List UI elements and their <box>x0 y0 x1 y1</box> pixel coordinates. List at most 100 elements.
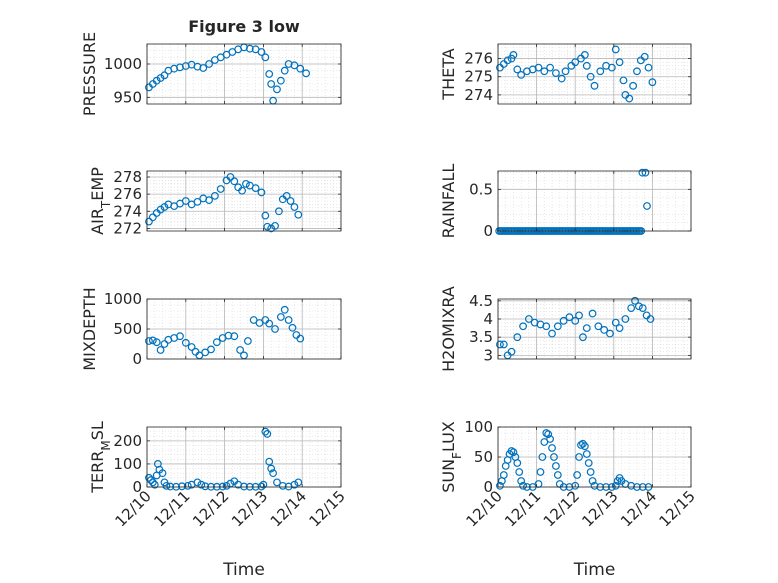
x-tick-label: 12/15 <box>306 487 349 530</box>
subplot-rainfall: 0 0.5 RAINFALL <box>439 164 692 240</box>
data-point <box>261 53 270 62</box>
y-tick-label: 200 <box>113 432 142 450</box>
data-point <box>509 51 518 59</box>
data-point <box>273 478 281 487</box>
data-point <box>278 481 287 490</box>
data-point <box>251 184 260 193</box>
data-point <box>646 315 655 323</box>
plot-area <box>498 299 691 359</box>
data-point <box>238 186 246 195</box>
data-point <box>552 69 560 77</box>
x-axis-label: Time <box>573 560 616 580</box>
data-point <box>513 459 522 467</box>
y-tick-label: 274 <box>464 86 493 104</box>
data-point <box>160 340 169 348</box>
data-point <box>267 464 276 473</box>
data-point <box>249 316 258 324</box>
data-point <box>226 173 235 181</box>
data-point <box>629 81 637 90</box>
data-point <box>565 313 574 322</box>
data-point <box>267 224 276 233</box>
x-tick-label: 12/12 <box>189 487 232 530</box>
y-tick-label: 950 <box>113 88 142 106</box>
axes-box <box>146 170 342 232</box>
y-tick-label: 275 <box>464 68 493 86</box>
data-point <box>284 316 293 324</box>
y-tick-label: 3 <box>483 346 493 364</box>
data-point <box>296 334 305 343</box>
data-point <box>590 81 599 90</box>
y-tick-label: 100 <box>464 418 493 436</box>
data-point <box>145 337 153 345</box>
data-point <box>579 333 587 342</box>
data-point <box>193 197 202 206</box>
data-point <box>627 304 636 312</box>
data-point <box>265 457 274 466</box>
data-point <box>499 340 508 349</box>
y-axis-label: RAINFALL <box>439 164 458 239</box>
data-point <box>534 63 543 72</box>
data-point <box>548 444 556 452</box>
data-point <box>145 473 153 482</box>
data-point <box>263 222 272 231</box>
y-tick-label: 272 <box>113 219 142 237</box>
data-point <box>611 45 620 54</box>
y-axis-label: SUNFLUX <box>439 421 464 493</box>
data-point <box>257 48 266 56</box>
y-tick-label: 274 <box>113 202 142 220</box>
data-point <box>540 67 549 76</box>
data-point <box>243 337 252 345</box>
data-point <box>294 210 303 219</box>
data-point <box>176 332 184 341</box>
y-axis-label: MIXDEPTH <box>80 287 99 370</box>
data-point <box>548 329 556 338</box>
y-tick-label: 276 <box>113 185 142 203</box>
data-point <box>269 469 278 478</box>
data-point <box>158 469 167 478</box>
data-point <box>559 316 568 325</box>
data-point <box>257 188 266 197</box>
data-point <box>197 480 206 489</box>
data-point <box>619 76 628 85</box>
data-point <box>242 179 250 188</box>
data-point <box>546 435 555 443</box>
data-point <box>156 205 165 214</box>
data-point <box>513 65 522 74</box>
x-tick-label: 12/14 <box>267 487 310 530</box>
data-point <box>546 63 555 72</box>
data-point <box>181 197 190 205</box>
data-point <box>275 207 283 216</box>
data-point <box>276 76 285 85</box>
data-point <box>561 67 570 76</box>
data-point <box>294 478 303 487</box>
data-point <box>524 315 533 323</box>
data-point <box>187 343 196 351</box>
data-point <box>571 316 580 325</box>
y-tick-label: 276 <box>464 50 493 68</box>
data-point <box>280 66 289 75</box>
y-axis-label: PRESSURE <box>80 32 99 116</box>
data-point <box>644 63 653 72</box>
x-tick-label: 12/12 <box>540 487 583 530</box>
x-tick-label: 12/13 <box>228 487 271 530</box>
data-point <box>265 319 274 328</box>
data-point <box>259 480 268 489</box>
y-axis-label: H2OMIXRA <box>439 286 458 372</box>
data-point <box>586 72 595 81</box>
data-point <box>148 213 157 222</box>
axes-box <box>497 170 692 232</box>
data-point <box>267 80 276 88</box>
data-point <box>160 71 169 80</box>
data-point <box>573 471 582 479</box>
y-tick-label: 4 <box>483 310 493 328</box>
data-point <box>538 453 547 461</box>
data-point <box>181 338 190 347</box>
data-point <box>496 481 504 490</box>
data-point <box>580 51 589 59</box>
axes-box <box>146 43 342 105</box>
data-point <box>183 481 192 490</box>
data-point <box>641 168 650 177</box>
y-tick-label: 500 <box>113 320 142 338</box>
data-point <box>553 471 562 479</box>
plot-area <box>147 44 341 104</box>
